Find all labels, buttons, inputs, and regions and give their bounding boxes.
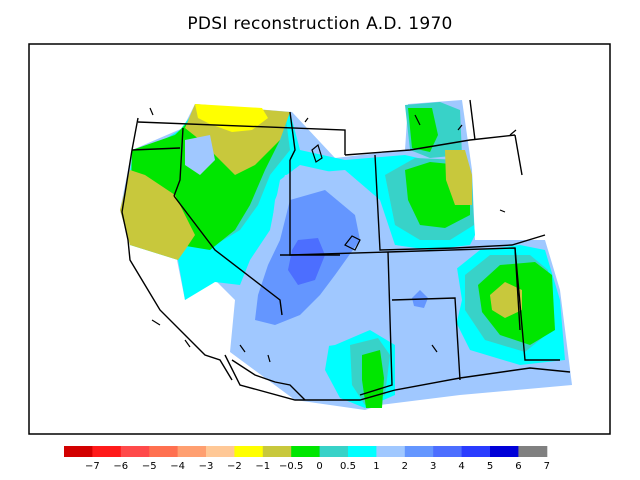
legend-tick-label: −3	[199, 461, 214, 472]
legend-tick-label: 2	[402, 461, 408, 472]
island-7	[151, 319, 161, 326]
legend-tick-label: 5	[487, 461, 493, 472]
island-9	[239, 344, 246, 353]
legend-swatch	[149, 446, 179, 457]
field-olive-ne	[445, 150, 472, 205]
legend-swatch	[120, 446, 150, 457]
border-north-dak	[469, 99, 523, 176]
pdsi-field	[120, 100, 572, 410]
legend-swatch	[206, 446, 235, 457]
legend-swatch	[234, 446, 264, 457]
legend-swatch	[433, 446, 463, 457]
boundaries	[121, 99, 571, 401]
legend-tick-label: −6	[113, 461, 128, 472]
border-ok	[454, 234, 546, 249]
legend-tick-label: 0.5	[340, 461, 356, 472]
island-4	[457, 124, 463, 131]
legend-swatch	[490, 446, 519, 457]
border-mexico	[224, 354, 571, 401]
field-lightblue-north	[185, 135, 215, 175]
field-green-s	[362, 350, 384, 408]
island-11	[267, 354, 271, 363]
border-canada-east	[344, 134, 516, 156]
legend-tick-label: 7	[544, 461, 550, 472]
legend-tick-label: 4	[458, 461, 464, 472]
island-10	[431, 344, 438, 353]
island-3	[414, 114, 421, 126]
border-idaho-montana	[289, 111, 296, 161]
coast-pacific	[121, 117, 233, 381]
legend-swatch	[92, 446, 122, 457]
border-wyoming	[374, 154, 456, 251]
legend-swatch	[291, 446, 321, 457]
legend-swatch	[461, 446, 491, 457]
border-nevada-ca	[173, 195, 283, 316]
coast-baja	[231, 359, 306, 401]
border-canada	[137, 121, 346, 155]
legend-tick-label: 0	[316, 461, 322, 472]
lake-gsl	[344, 235, 361, 251]
legend-swatch	[64, 446, 93, 457]
legend-swatch	[319, 446, 349, 457]
island-1	[149, 107, 154, 116]
legend-swatch	[518, 446, 548, 457]
map-title: PDSI reconstruction A.D. 1970	[187, 14, 453, 34]
island-8	[184, 339, 191, 348]
field-green-nnw	[408, 108, 438, 152]
legend-tick-label: 1	[373, 461, 379, 472]
field-olive-west	[120, 170, 195, 260]
islands	[149, 107, 517, 363]
border-utah-az	[280, 251, 389, 256]
island-6	[499, 209, 506, 213]
island-2	[304, 117, 309, 123]
lake-flathead	[311, 143, 323, 163]
field-deepblue-center	[288, 238, 325, 285]
legend-tick-label: −7	[85, 461, 100, 472]
border-idaho-west	[173, 127, 184, 197]
border-or-ca	[131, 147, 181, 151]
legend-tick-label: −2	[227, 461, 242, 472]
legend-tick-label: −5	[142, 461, 157, 472]
legend-tick-label: 3	[430, 461, 436, 472]
legend-tick-label: −1	[255, 461, 270, 472]
legend-swatch	[376, 446, 406, 457]
island-5	[509, 129, 517, 136]
legend-tick-label: 6	[515, 461, 521, 472]
legend-swatch	[348, 446, 377, 457]
legend-swatch	[177, 446, 207, 457]
legend-tick-label: −0.5	[279, 461, 303, 472]
legend-tick-label: −4	[170, 461, 185, 472]
legend-swatch	[262, 446, 292, 457]
border-ks	[514, 247, 560, 361]
border-az-nm	[359, 251, 393, 396]
legend-swatch	[404, 446, 434, 457]
border-nm-tx	[391, 297, 461, 381]
field-olive-e	[490, 282, 522, 318]
